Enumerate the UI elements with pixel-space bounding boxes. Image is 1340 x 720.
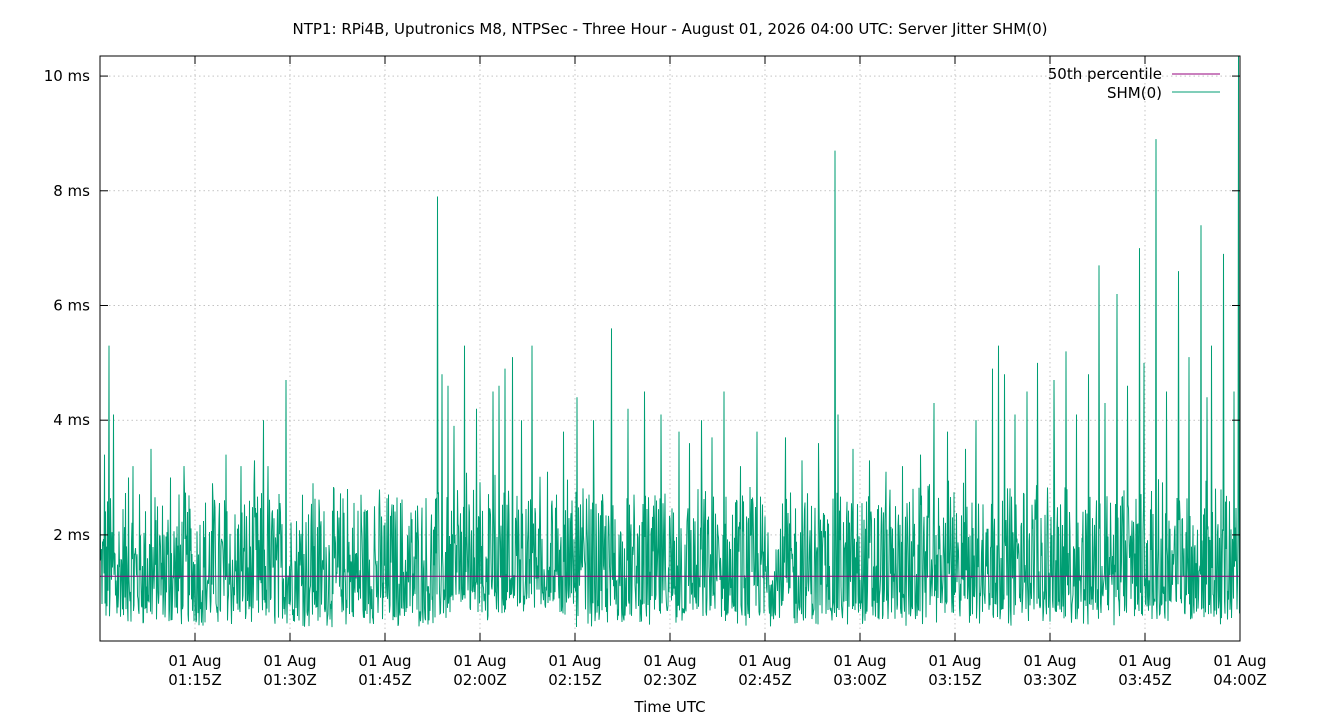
chart-title: NTP1: RPi4B, Uputronics M8, NTPSec - Thr… [293,20,1048,38]
y-tick-label: 4 ms [53,411,90,429]
x-tick-date-label: 01 Aug [548,652,601,670]
x-tick-time-label: 01:15Z [168,671,222,689]
x-tick-time-label: 01:45Z [358,671,412,689]
x-tick-date-label: 01 Aug [358,652,411,670]
x-tick-time-label: 03:15Z [928,671,982,689]
x-tick-date-label: 01 Aug [168,652,221,670]
y-tick-label: 8 ms [53,182,90,200]
x-axis-label: Time UTC [633,698,705,716]
x-tick-time-label: 01:30Z [263,671,317,689]
x-tick-time-label: 02:30Z [643,671,697,689]
legend-label-50th-percentile: 50th percentile [1048,65,1162,83]
series-shm0-line [99,55,1241,628]
x-tick-date-label: 01 Aug [643,652,696,670]
x-tick-time-label: 04:00Z [1213,671,1267,689]
x-tick-date-label: 01 Aug [1118,652,1171,670]
x-tick-time-label: 02:45Z [738,671,792,689]
x-tick-date-label: 01 Aug [1023,652,1076,670]
legend-label-shm0: SHM(0) [1107,84,1162,102]
x-tick-date-label: 01 Aug [1213,652,1266,670]
x-tick-date-label: 01 Aug [928,652,981,670]
x-tick-date-label: 01 Aug [833,652,886,670]
x-tick-date-label: 01 Aug [263,652,316,670]
y-tick-label: 10 ms [44,67,90,85]
x-tick-time-label: 03:45Z [1118,671,1172,689]
x-tick-date-label: 01 Aug [738,652,791,670]
x-tick-time-label: 02:15Z [548,671,602,689]
y-tick-label: 2 ms [53,526,90,544]
x-tick-time-label: 02:00Z [453,671,507,689]
plot-series [99,55,1241,628]
x-tick-date-label: 01 Aug [453,652,506,670]
y-tick-label: 6 ms [53,296,90,314]
x-tick-time-label: 03:30Z [1023,671,1077,689]
x-tick-time-label: 03:00Z [833,671,887,689]
